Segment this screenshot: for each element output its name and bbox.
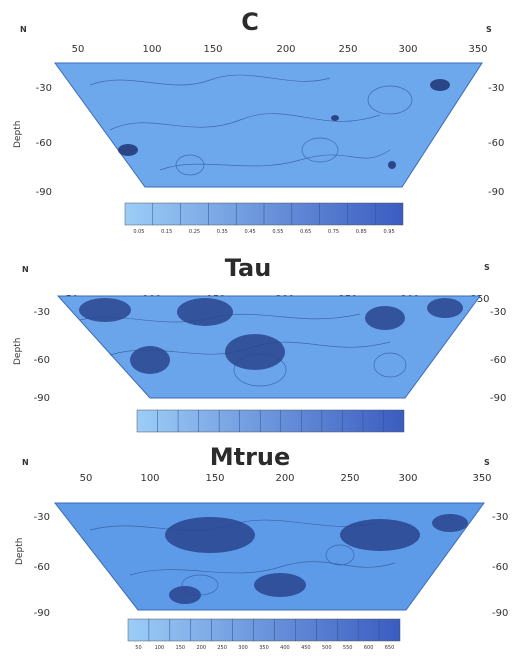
y-axis-label: Depth [13,338,23,365]
colorbar-tick-label: 0.15 [161,229,172,235]
colorbar-tick-label: 0.85 [356,229,367,235]
x-tick-label: 50 [80,473,93,484]
direction-left-label: N [22,265,29,274]
colorbar-tick-label: 400 [280,645,290,651]
chart-panel-c: C N S 50 100 150 200 250 300 350 -30 -60 -90 -30… [0,0,516,235]
y-tick-label: -60 [34,355,50,366]
y-tick-label-right: -30 [492,512,508,523]
contour-lines [89,74,413,176]
x-tick-label: 350 [468,44,487,55]
colorbar-tick-label: 0.55 [272,229,283,235]
colorbar-tick-label: 600 [364,645,374,651]
x-tick-label: 150 [203,44,222,55]
colorbar-tick-label: 0.75 [328,229,339,235]
y-tick-label-right: -90 [488,187,504,198]
y-tick-label-right: -30 [490,307,506,318]
x-tick-label: 200 [275,473,294,484]
x-tick-labels: 50 100 150 200 250 300 350 [80,473,492,484]
y-tick-labels-left: -30 -60 -90 [36,83,52,198]
x-tick-label: 350 [470,294,489,305]
y-tick-label-right: -60 [492,562,508,573]
colorbar-tick-label: 0.95 [384,229,395,235]
x-tick-label: 350 [472,473,491,484]
y-tick-label: -30 [36,83,52,94]
depth-section-plot [54,62,483,188]
x-tick-label: 250 [338,44,357,55]
colorbar-tick-label: 0.35 [217,229,228,235]
y-tick-labels-left: -30 -60 -90 [34,512,50,619]
colorbar-tick-label: 0.05 [133,229,144,235]
colorbar [136,409,405,433]
y-tick-label: -90 [36,187,52,198]
y-tick-label-right: -30 [488,83,504,94]
colorbar-tick-label: 0.25 [189,229,200,235]
x-tick-label: 100 [142,44,161,55]
chart-svg-c: C N S 50 100 150 200 250 300 350 -30 -60 -90 -30… [13,8,504,235]
colorbar-tick-label: 500 [322,645,332,651]
y-tick-label-right: -90 [490,393,506,404]
y-tick-label-right: -60 [490,355,506,366]
x-tick-label: 100 [140,473,159,484]
colorbar-tick-label: 200 [196,645,206,651]
direction-right-label: S [484,263,490,272]
y-tick-label: -90 [34,393,50,404]
direction-left-label: N [22,458,29,467]
direction-right-label: S [486,25,492,34]
x-tick-labels: 50 100 150 200 250 300 350 [72,44,488,55]
y-tick-label: -30 [34,307,50,318]
colorbar-tick-labels: 50 100 150 200 250 300 350 400 450 500 550 600 650 [135,619,394,651]
y-axis-label: Depth [13,121,23,148]
y-tick-labels-right: -30 -60 -90 [490,307,506,404]
colorbar-tick-label: 0.65 [300,229,311,235]
colorbar [127,618,401,642]
y-tick-label: -60 [34,562,50,573]
y-tick-labels-right: -30 -60 -90 [492,512,508,619]
y-tick-labels-right: -30 -60 -90 [488,83,504,198]
colorbar-tick-label: 250 [217,645,227,651]
colorbar-tick-label: 100 [155,645,165,651]
y-tick-labels-left: -30 -60 -90 [34,307,50,404]
colorbar-tick-label: 50 [135,645,141,651]
high-value-spots [165,514,468,604]
colorbar-tick-label: 0.45 [245,229,256,235]
colorbar-tick-labels: 0.05 0.15 0.25 0.35 0.45 0.55 0.65 0.75 0.85 0.95 [133,203,395,235]
y-tick-label: -90 [34,608,50,619]
x-tick-label: 300 [398,473,417,484]
x-tick-label: 50 [72,44,85,55]
direction-right-label: S [484,458,490,467]
chart-title: Tau [225,254,272,282]
chart-svg-mtrue: Mtrue N S 50 100 150 200 250 300 350 -30 -60 -90… [15,443,508,651]
colorbar-tick-label: 450 [301,645,311,651]
x-tick-label: 300 [398,44,417,55]
colorbar-tick-label: 150 [176,645,186,651]
y-tick-label: -30 [34,512,50,523]
y-axis-label: Depth [15,538,25,565]
chart-title: Mtrue [210,443,291,471]
x-tick-label: 150 [205,473,224,484]
high-value-spots [118,79,450,169]
x-tick-label: 200 [276,44,295,55]
colorbar-tick-label: 300 [238,645,248,651]
colorbar-tick-label: 350 [259,645,269,651]
y-tick-label-right: -90 [492,608,508,619]
chart-title: C [241,8,259,36]
chart-panel-mtrue: Mtrue N S 50 100 150 200 250 300 350 -30 -60 -90… [0,435,516,653]
high-value-spots [79,298,463,374]
colorbar-tick-label: 550 [343,645,353,651]
y-tick-label: -60 [36,138,52,149]
direction-left-label: N [20,25,27,34]
colorbar-tick-label: 650 [385,645,395,651]
y-tick-label-right: -60 [488,138,504,149]
x-tick-label: 250 [340,473,359,484]
